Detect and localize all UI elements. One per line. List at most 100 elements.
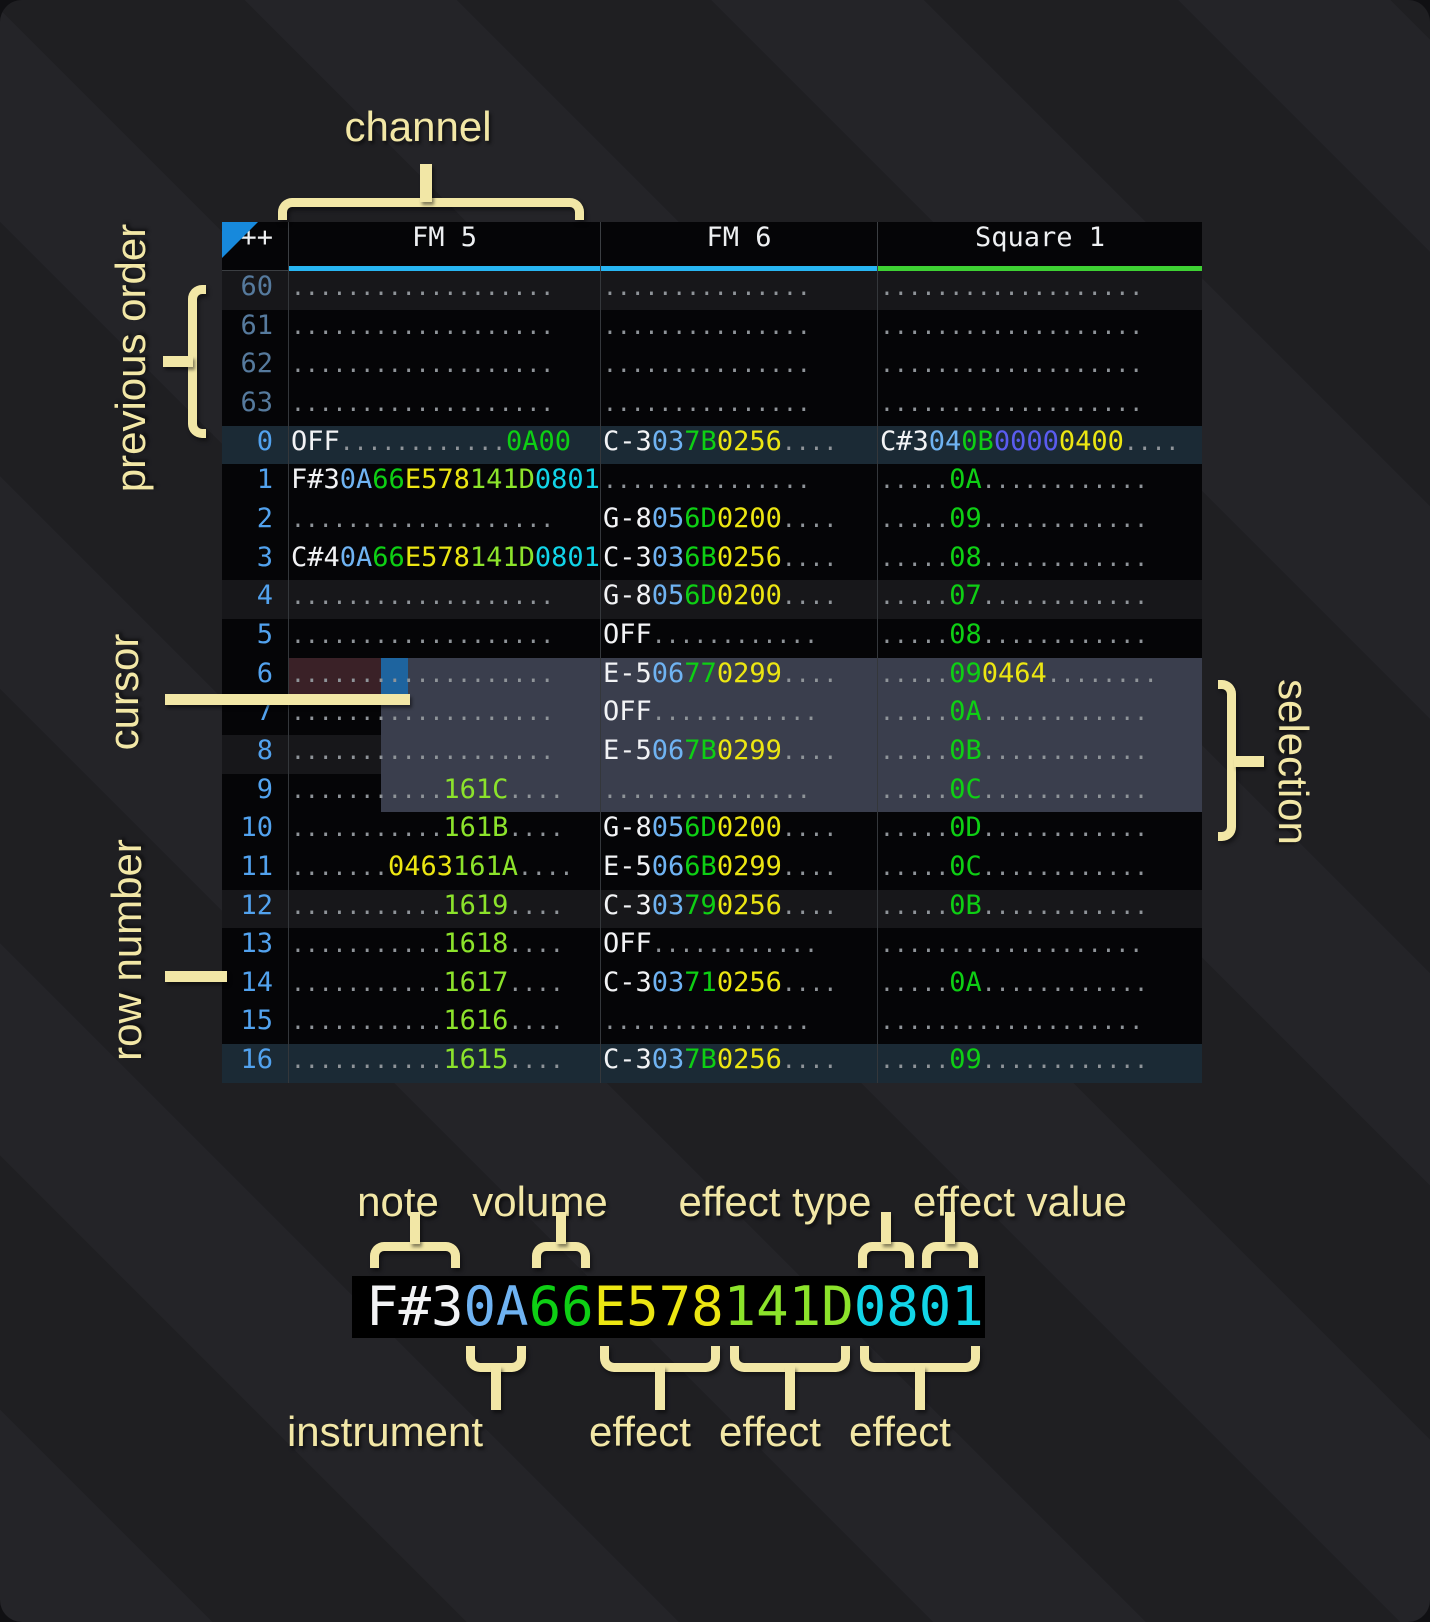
row-number[interactable]: 8: [256, 734, 273, 766]
pattern-cell[interactable]: .....0B............: [877, 734, 1202, 774]
row-number[interactable]: 5: [256, 618, 273, 650]
pattern-cell[interactable]: ...................: [288, 734, 600, 774]
row-number[interactable]: 0: [256, 425, 273, 457]
pattern-row[interactable]: 4................... G-8056D0200.........…: [222, 580, 1202, 619]
pattern-cell[interactable]: ...........1617....: [288, 966, 600, 1006]
pattern-cursor[interactable]: [381, 657, 408, 697]
pattern-row[interactable]: 11 .......0463161A.... E-5066B0299........…: [222, 850, 1202, 890]
pattern-cell[interactable]: E-5066B0299....: [600, 850, 877, 890]
pattern-cell[interactable]: .....0A............: [877, 464, 1202, 503]
pattern-cell[interactable]: OFF............: [600, 618, 877, 658]
row-number[interactable]: 6: [256, 657, 273, 689]
pattern-row[interactable]: 12 ...........1619.... C-303790256........…: [222, 889, 1202, 929]
pattern-cell[interactable]: OFF............: [600, 696, 877, 735]
channel-header-fm5[interactable]: FM 5: [288, 222, 600, 271]
pattern-cell[interactable]: .....0D............: [877, 812, 1202, 851]
pattern-row[interactable]: 2................... G-8056D0200.........…: [222, 502, 1202, 542]
pattern-row[interactable]: 9 ...........161C........................…: [222, 773, 1202, 813]
pattern-cell[interactable]: ...........1615....: [288, 1044, 600, 1083]
pattern-cell[interactable]: .....0C............: [877, 850, 1202, 890]
channel-header-fm6[interactable]: FM 6: [600, 222, 877, 271]
pattern-cell[interactable]: ...............: [600, 1005, 877, 1045]
pattern-cell[interactable]: F#30A66E578141D0801: [288, 464, 600, 503]
pattern-cell[interactable]: ...............: [600, 271, 877, 310]
pattern-row[interactable]: 10 ...........161B.... G-8056D0200........…: [222, 812, 1202, 851]
pattern-cell[interactable]: ...................: [288, 618, 600, 658]
pattern-cell[interactable]: .....0C............: [877, 773, 1202, 813]
pattern-row[interactable]: 6................... E-506770299.........…: [222, 657, 1202, 697]
pattern-cell[interactable]: .....0A............: [877, 966, 1202, 1006]
pattern-row[interactable]: 13 ...........1618.... OFF................…: [222, 928, 1202, 967]
pattern-cell[interactable]: G-8056D0200....: [600, 812, 877, 851]
row-number[interactable]: 62: [240, 348, 273, 380]
pattern-cell[interactable]: ...................: [288, 502, 600, 542]
pattern-cell[interactable]: ...................: [288, 386, 600, 426]
pattern-cell[interactable]: ...................: [877, 1005, 1202, 1045]
row-number[interactable]: 15: [240, 1005, 273, 1037]
row-number[interactable]: 16: [240, 1044, 273, 1076]
pattern-cell[interactable]: G-8056D0200....: [600, 580, 877, 619]
pattern-cell[interactable]: C-303710256....: [600, 966, 877, 1006]
pattern-cell[interactable]: ...........1618....: [288, 928, 600, 967]
pattern-row[interactable]: 15 ...........1616.......................…: [222, 1005, 1202, 1045]
pattern-cell[interactable]: C#40A66E578141D0801: [288, 541, 600, 581]
pattern-cell[interactable]: C-3037B0256....: [600, 425, 877, 465]
pattern-cell[interactable]: ...................: [288, 657, 600, 697]
pattern-cell[interactable]: ...................: [288, 348, 600, 387]
pattern-cell[interactable]: .....08............: [877, 541, 1202, 581]
pattern-cell[interactable]: ...........1619....: [288, 889, 600, 929]
row-number[interactable]: 11: [240, 850, 273, 882]
row-number[interactable]: 10: [240, 812, 273, 844]
pattern-cell[interactable]: ...................: [288, 271, 600, 310]
pattern-cell[interactable]: ...............: [600, 309, 877, 349]
pattern-row[interactable]: 5................... OFF.................…: [222, 618, 1202, 658]
pattern-row[interactable]: 63......................................…: [222, 386, 1202, 426]
pattern-cell[interactable]: .....090464........: [877, 657, 1202, 697]
pattern-cell[interactable]: ...................: [877, 386, 1202, 426]
pattern-cell[interactable]: C-3037B0256....: [600, 1044, 877, 1083]
pattern-cell[interactable]: ...............: [600, 386, 877, 426]
pattern-cell[interactable]: ...............: [600, 348, 877, 387]
pattern-row[interactable]: 60......................................…: [222, 271, 1202, 310]
pattern-cell[interactable]: ...................: [288, 580, 600, 619]
channel-header-square1[interactable]: Square 1: [877, 222, 1202, 271]
pattern-cell[interactable]: .......0463161A....: [288, 850, 600, 890]
pattern-cell[interactable]: ...................: [877, 271, 1202, 310]
pattern-cell[interactable]: C-303790256....: [600, 889, 877, 929]
row-number[interactable]: 2: [256, 502, 273, 534]
row-number[interactable]: 4: [256, 580, 273, 612]
row-number[interactable]: 12: [240, 889, 273, 921]
pattern-row[interactable]: 62......................................…: [222, 348, 1202, 387]
pattern-row[interactable]: 14 ...........1617.... C-303710256........…: [222, 966, 1202, 1006]
pattern-cell[interactable]: OFF............: [600, 928, 877, 967]
pattern-row[interactable]: 16 ...........1615.... C-3037B0256........…: [222, 1044, 1202, 1083]
pattern-cell[interactable]: E-506770299....: [600, 657, 877, 697]
pattern-cell[interactable]: G-8056D0200....: [600, 502, 877, 542]
row-number[interactable]: 61: [240, 309, 273, 341]
pattern-cell[interactable]: ...............: [600, 773, 877, 813]
pattern-row[interactable]: 8................... E-5067B0299.........…: [222, 734, 1202, 774]
pattern-cell[interactable]: .....0B............: [877, 889, 1202, 929]
row-number[interactable]: 63: [240, 386, 273, 418]
pattern-cell[interactable]: ...................: [877, 928, 1202, 967]
pattern-row[interactable]: 0 OFF............0A00 C-3037B0256.... C#304…: [222, 425, 1202, 465]
row-number[interactable]: 14: [240, 966, 273, 998]
pattern-cell[interactable]: .....09............: [877, 1044, 1202, 1083]
pattern-cell[interactable]: C-3036B0256....: [600, 541, 877, 581]
pattern-cell[interactable]: C#3040B00000400....: [877, 425, 1202, 465]
pattern-cell[interactable]: .....0A............: [877, 696, 1202, 735]
pattern-row[interactable]: 61......................................…: [222, 309, 1202, 349]
pattern-cell[interactable]: ...................: [877, 309, 1202, 349]
pattern-cell[interactable]: ...................: [877, 348, 1202, 387]
pattern-cell[interactable]: .....07............: [877, 580, 1202, 619]
row-number[interactable]: 60: [240, 271, 273, 302]
row-number[interactable]: 13: [240, 928, 273, 960]
pattern-row[interactable]: 1 F#30A66E578141D0801....................…: [222, 464, 1202, 503]
order-header[interactable]: ++: [222, 222, 288, 271]
pattern-cell[interactable]: ...............: [600, 464, 877, 503]
pattern-cell[interactable]: E-5067B0299....: [600, 734, 877, 774]
pattern-cell[interactable]: ...........161C....: [288, 773, 600, 813]
pattern-cell[interactable]: OFF............0A00: [288, 425, 600, 465]
pattern-cell[interactable]: .....08............: [877, 618, 1202, 658]
pattern-cell[interactable]: ...........161B....: [288, 812, 600, 851]
